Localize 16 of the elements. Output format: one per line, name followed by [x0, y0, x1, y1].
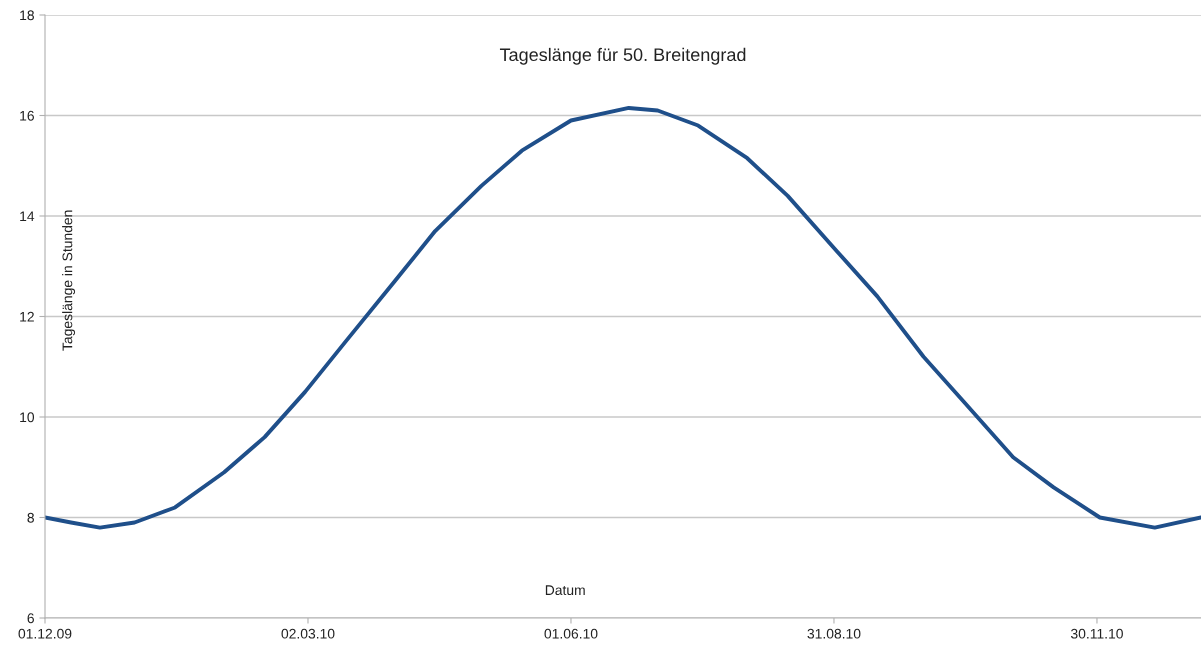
y-tick-label: 6	[27, 613, 34, 624]
y-tick-label: 18	[20, 10, 34, 21]
y-axis-title: Tageslänge in Stunden	[62, 210, 76, 351]
line-series	[45, 106, 1201, 530]
x-tick-label: 31.08.10	[807, 628, 861, 639]
x-axis-title: Datum	[545, 585, 585, 596]
y-tick-label: 12	[20, 311, 34, 322]
y-tick-label: 10	[20, 412, 35, 423]
text: Tageslänge für 50. Breitengrad	[499, 47, 746, 65]
y-tick-label: 8	[27, 512, 34, 523]
y-tick-label: 16	[20, 110, 34, 121]
x-tick-label: 01.06.10	[544, 628, 598, 639]
x-tick-label: 01.12.09	[18, 628, 72, 639]
y-tick-label: 14	[20, 211, 35, 222]
x-tick-label: 02.03.10	[281, 628, 335, 639]
x-tick-label: 30.11.10	[1070, 628, 1123, 639]
